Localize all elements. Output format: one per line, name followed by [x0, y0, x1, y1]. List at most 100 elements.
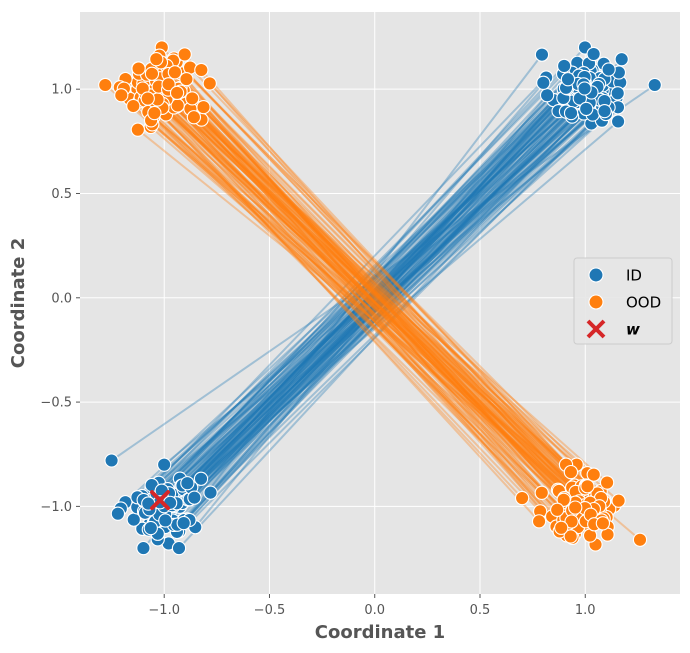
pair-line: [163, 106, 603, 466]
data-point: [193, 471, 209, 486]
pair-line: [162, 103, 591, 505]
pair-line: [161, 66, 586, 513]
y-tick-label: −0.5: [40, 396, 72, 411]
pair-line: [150, 106, 619, 490]
pair-line: [136, 98, 601, 509]
pair-line: [140, 96, 580, 503]
x-tick-label: 1.0: [575, 603, 596, 618]
pair-line: [178, 98, 576, 532]
w-marker: [150, 490, 170, 511]
pair-line: [145, 87, 543, 494]
data-point: [104, 453, 119, 468]
pair-line: [138, 73, 599, 504]
data-point: [186, 110, 202, 125]
pair-line: [157, 70, 586, 517]
pair-line: [154, 81, 621, 514]
x-tick-label: 0.0: [364, 603, 385, 618]
pair-line: [144, 65, 565, 514]
data-point: [536, 75, 551, 90]
pair-line: [185, 78, 572, 538]
pair-line: [167, 83, 562, 529]
pair-line: [167, 88, 576, 509]
pair-line: [179, 97, 608, 508]
data-point: [203, 485, 218, 500]
pair-line: [149, 100, 575, 525]
y-tick-label: 1.0: [51, 83, 72, 98]
data-point: [194, 62, 209, 78]
pair-line: [171, 69, 594, 505]
pair-line: [117, 78, 606, 515]
pair-line: [164, 98, 595, 476]
data-point: [611, 493, 626, 508]
pair-line: [158, 102, 593, 484]
data-point: [531, 514, 547, 529]
pair-line: [163, 89, 608, 484]
pair-line: [168, 110, 567, 495]
data-point: [169, 85, 185, 101]
pair-line: [155, 79, 578, 466]
y-tick-label: 0.0: [51, 291, 72, 306]
pair-line: [163, 91, 597, 508]
pair-line: [166, 92, 619, 490]
pair-line: [186, 100, 606, 484]
pair-line: [143, 90, 575, 522]
pair-line: [165, 98, 602, 499]
pair-line: [176, 54, 543, 533]
pair-line: [178, 80, 614, 549]
pair-line: [141, 76, 547, 498]
data-point: [202, 76, 217, 91]
pair-line: [151, 73, 566, 499]
pair-line: [179, 77, 601, 525]
pair-line: [173, 57, 583, 488]
pair-line: [161, 107, 565, 521]
pair-line: [147, 111, 590, 514]
pair-line: [175, 61, 607, 510]
pair-line: [173, 91, 576, 498]
data-point: [568, 500, 583, 515]
pair-line: [159, 77, 595, 510]
pair-line: [155, 58, 587, 522]
data-point: [176, 515, 191, 531]
x-tick-label: −0.5: [254, 603, 286, 618]
data-point: [597, 103, 612, 119]
pair-line: [152, 91, 587, 507]
pair-line: [159, 112, 572, 504]
pair-line: [189, 108, 596, 502]
pair-line: [158, 82, 568, 537]
pair-line: [174, 71, 573, 523]
pair-line: [180, 91, 610, 487]
pair-line: [152, 62, 578, 520]
pair-line: [120, 94, 592, 516]
pair-line: [133, 72, 585, 521]
pair-line: [155, 84, 604, 493]
data-point: [98, 77, 113, 93]
data-point: [647, 77, 662, 93]
pair-line: [141, 86, 572, 530]
pair-line: [136, 77, 591, 498]
pair-line: [161, 46, 616, 507]
data-point: [610, 86, 625, 101]
y-tick-label: 0.5: [51, 187, 72, 202]
pair-line: [176, 105, 598, 524]
pair-line: [150, 94, 586, 509]
pair-line: [181, 63, 605, 522]
pair-line: [162, 86, 587, 515]
pair-line: [148, 87, 586, 511]
pair-line: [155, 79, 578, 516]
pair-line: [104, 84, 641, 541]
pair-line: [161, 79, 590, 525]
pair-line: [159, 87, 558, 528]
pair-line: [183, 106, 610, 521]
data-point: [185, 91, 200, 106]
data-point: [564, 514, 579, 529]
x-tick-label: −1.0: [148, 603, 180, 618]
data-point: [554, 520, 569, 535]
pair-line: [111, 84, 656, 462]
pair-line: [202, 106, 579, 515]
pair-line: [142, 88, 588, 505]
pair-line: [156, 81, 574, 541]
pair-line: [156, 98, 573, 512]
data-point: [131, 61, 146, 76]
pair-line: [147, 97, 523, 499]
pair-line: [166, 63, 569, 506]
